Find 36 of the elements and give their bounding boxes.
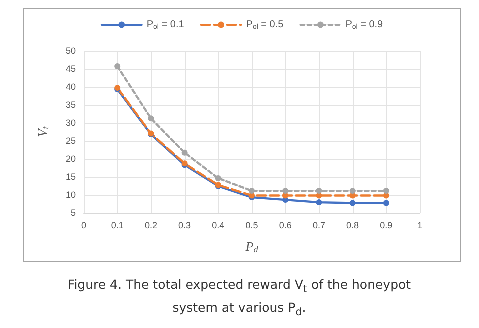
x-tick-label: 0.2 (144, 220, 158, 230)
point (182, 150, 188, 156)
text: Figure 4. The total expected reward V$_{t}$ of the honeypot system at various P$_{d}$. (68, 277, 412, 318)
y-tick-label: 35 (66, 100, 76, 110)
x-tick-label: 0.4 (212, 220, 225, 230)
y-tick-label: 5 (70, 208, 76, 218)
x-tick-label: 0.8 (346, 220, 360, 230)
y-tick-label: 25 (66, 136, 76, 146)
x-tick-label: 0 (81, 220, 87, 230)
point (249, 188, 255, 194)
x-tick-label: 0.9 (380, 220, 393, 230)
point (215, 175, 222, 182)
point (383, 188, 390, 194)
point (316, 188, 322, 194)
x-axis-title: Pd (244, 238, 259, 254)
point (114, 63, 121, 70)
y-axis-title: Vt (35, 126, 50, 138)
x-tick-label: 0.6 (279, 220, 292, 230)
y-tick-label: 20 (66, 154, 76, 164)
x-tick-label: 1 (417, 220, 423, 230)
y-tick-label: 10 (66, 190, 76, 200)
point (148, 116, 154, 122)
point (383, 200, 390, 206)
x-tick-label: 0.5 (246, 220, 258, 230)
x-tick-label: 0.3 (178, 220, 192, 230)
point (316, 200, 322, 206)
y-tick-label: 15 (66, 172, 76, 182)
point (282, 188, 289, 194)
point (350, 200, 356, 206)
y-tick-label: 30 (66, 118, 76, 128)
x-tick-label: 0.7 (312, 220, 326, 230)
y-tick-label: 45 (66, 64, 76, 74)
y-tick-label: 50 (66, 46, 76, 56)
y-tick-label: 40 (66, 82, 76, 92)
point (350, 188, 356, 194)
x-tick-label: 0.1 (111, 220, 124, 230)
